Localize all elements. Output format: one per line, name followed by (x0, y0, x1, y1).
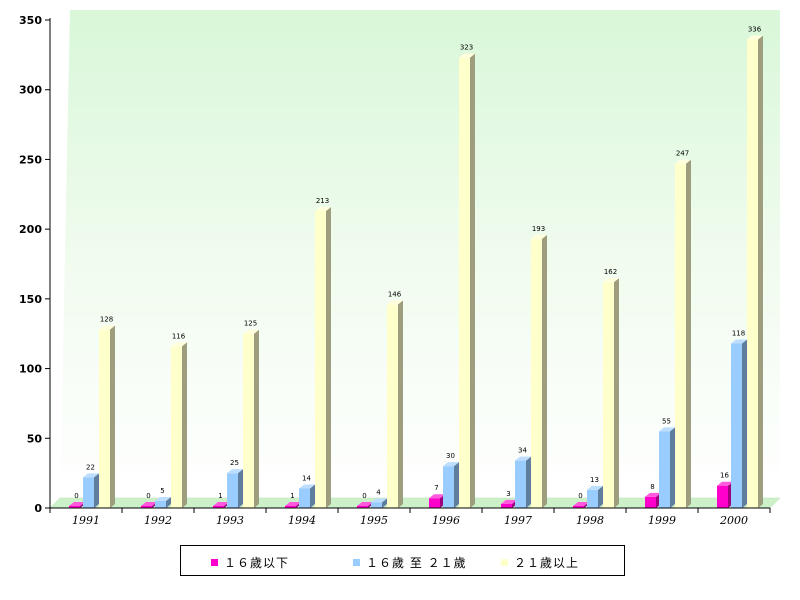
data-label-1998-series-1: 13 (590, 476, 599, 484)
bar-1992-series-1 (155, 497, 171, 508)
y-tick-label-250: 250 (19, 153, 42, 166)
data-label-1994-series-0: 1 (290, 492, 294, 500)
data-label-1997-series-0: 3 (506, 490, 510, 498)
bar-2000-series-0 (717, 481, 733, 508)
bar-1997-series-1 (515, 456, 531, 508)
bar-1991-series-2 (99, 325, 115, 508)
data-label-1992-series-1: 5 (160, 487, 164, 495)
data-label-1998-series-2: 162 (604, 268, 617, 276)
data-label-1993-series-1: 25 (230, 459, 239, 467)
legend-item-16-to-21: １６歲 至 ２１歲 (353, 554, 467, 570)
data-label-2000-series-2: 336 (748, 26, 762, 34)
y-tick-label-0: 0 (34, 502, 42, 515)
y-tick-label-50: 50 (27, 432, 43, 445)
bar-1998-series-2 (603, 278, 619, 508)
y-tick-label-100: 100 (19, 363, 42, 376)
bar-1999-series-0 (645, 492, 661, 508)
data-label-1999-series-0: 8 (650, 483, 654, 491)
bar-1997-series-2 (531, 234, 547, 508)
bar-1995-series-2 (387, 300, 403, 508)
legend-item-over-21: ２１歲以上 (501, 554, 579, 570)
data-label-1997-series-2: 193 (532, 225, 545, 233)
x-tick-label-2000: 2000 (719, 514, 748, 527)
x-tick-label-1992: 1992 (144, 514, 172, 527)
legend-label-under-16: １６歲以下 (224, 555, 290, 570)
x-tick-label-1996: 1996 (432, 514, 460, 527)
data-label-1991-series-0: 0 (74, 492, 78, 500)
legend-swatch-under-16 (211, 558, 218, 566)
data-label-1995-series-0: 0 (362, 492, 366, 500)
bars-group (69, 35, 763, 509)
bar-1999-series-2 (675, 159, 691, 508)
data-label-1991-series-1: 22 (86, 463, 95, 471)
x-tick-label-1997: 1997 (504, 514, 532, 527)
bar-1996-series-2 (459, 53, 475, 508)
bar-1991-series-1 (83, 473, 99, 508)
legend-swatch-over-21 (501, 558, 508, 566)
data-label-1995-series-2: 146 (388, 290, 402, 298)
legend-label-over-21: ２１歲以上 (514, 555, 580, 570)
bar-1999-series-1 (659, 427, 675, 508)
bar-1994-series-2 (315, 207, 331, 508)
y-tick-label-350: 350 (19, 14, 42, 27)
x-tick-label-1999: 1999 (648, 514, 676, 527)
data-label-1992-series-2: 116 (172, 332, 186, 340)
data-label-1992-series-0: 0 (146, 492, 150, 500)
data-label-1994-series-2: 213 (316, 197, 329, 205)
bar-1992-series-2 (171, 342, 187, 508)
data-label-1999-series-1: 55 (662, 417, 671, 425)
y-tick-label-150: 150 (19, 293, 42, 306)
data-label-1996-series-1: 30 (446, 452, 455, 460)
bar-1995-series-1 (371, 498, 387, 508)
bar-1994-series-1 (299, 484, 315, 508)
data-label-1998-series-0: 0 (578, 492, 582, 500)
bar-1996-series-1 (443, 462, 459, 508)
y-tick-label-300: 300 (19, 84, 42, 97)
y-tick-label-200: 200 (19, 223, 42, 236)
data-label-1991-series-2: 128 (100, 316, 113, 324)
x-tick-label-1993: 1993 (216, 514, 244, 527)
legend-label-16-to-21: １６歲 至 ２１歲 (366, 555, 467, 570)
x-tick-label-1998: 1998 (576, 514, 604, 527)
plot-back-wall (60, 10, 780, 498)
legend: １６歲以下 １６歲 至 ２１歲 ２１歲以上 (180, 545, 625, 576)
data-label-1995-series-1: 4 (376, 488, 381, 496)
bar-2000-series-2 (747, 35, 763, 509)
bar-1993-series-1 (227, 469, 243, 508)
data-label-1993-series-2: 125 (244, 320, 257, 328)
data-label-1997-series-1: 34 (518, 447, 527, 455)
data-label-1994-series-1: 14 (302, 474, 311, 482)
data-label-1993-series-0: 1 (218, 492, 222, 500)
data-label-1996-series-2: 323 (460, 44, 473, 52)
legend-swatch-16-to-21 (353, 558, 360, 566)
legend-item-under-16: １６歲以下 (211, 554, 289, 570)
x-tick-label-1991: 1991 (72, 514, 100, 527)
x-tick-label-1994: 1994 (288, 514, 316, 527)
data-label-2000-series-0: 16 (720, 472, 729, 480)
bar-2000-series-1 (731, 339, 747, 508)
bar-1993-series-2 (243, 329, 259, 508)
data-label-1999-series-2: 247 (676, 150, 689, 158)
data-label-2000-series-1: 118 (732, 329, 745, 337)
bar-1998-series-1 (587, 485, 603, 508)
x-tick-label-1995: 1995 (360, 514, 388, 527)
data-label-1996-series-0: 7 (434, 484, 438, 492)
